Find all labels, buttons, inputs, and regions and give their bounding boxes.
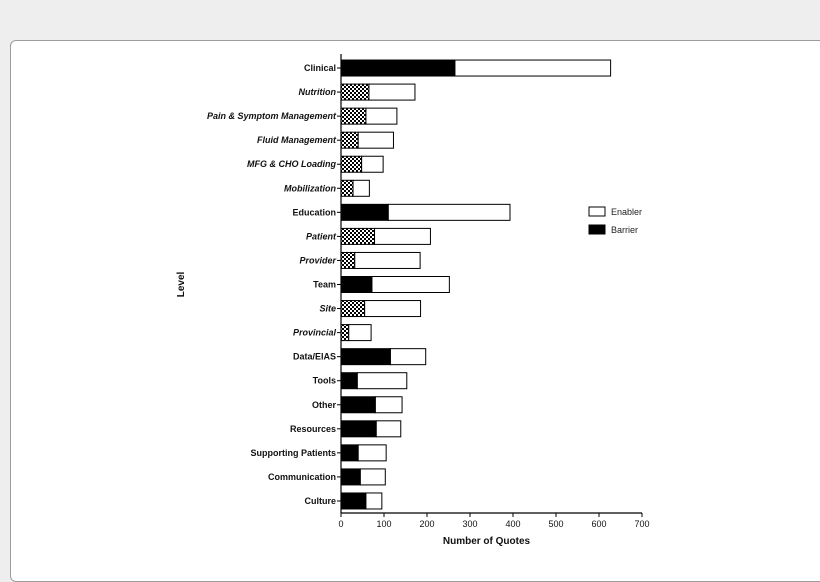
x-tick-label: 500 — [548, 519, 563, 529]
bar-enabler — [374, 227, 431, 245]
bar-barrier — [340, 420, 377, 438]
stacked-bar-chart: Clinical Nutrition Pain & Symptom Manageme… — [176, 54, 650, 547]
y-tick-label: Culture — [305, 496, 337, 506]
bar-enabler — [357, 444, 387, 462]
bar-enabler — [389, 348, 427, 366]
y-tick-label: Pain & Symptom Management — [207, 111, 337, 121]
y-tick-label: MFG & CHO Loading — [247, 159, 336, 169]
y-tick-label: Fluid Management — [257, 135, 337, 145]
bar-barrier — [340, 492, 367, 510]
bar-barrier — [340, 348, 391, 366]
bars-layer — [340, 59, 612, 510]
bar-enabler — [348, 324, 372, 342]
x-tick-label: 300 — [462, 519, 477, 529]
bar-enabler — [361, 155, 384, 173]
x-tick-label: 700 — [634, 519, 649, 529]
bar-enabler — [371, 276, 450, 293]
y-tick-label: Mobilization — [284, 183, 336, 193]
bar-barrier — [340, 131, 359, 149]
bar-barrier — [340, 251, 356, 269]
bar-barrier — [340, 83, 370, 101]
bar-enabler — [352, 179, 370, 197]
bar-barrier — [340, 179, 354, 197]
y-axis-title: Level — [176, 271, 187, 297]
legend: Enabler Barrier — [588, 206, 642, 235]
y-tick-label: Resources — [290, 424, 336, 434]
bar-barrier — [340, 227, 376, 245]
y-tick-label: Nutrition — [299, 87, 337, 97]
bar-barrier — [340, 155, 363, 173]
y-tick-label: Clinical — [304, 63, 336, 73]
bar-enabler — [368, 83, 416, 101]
y-tick-label: Provider — [299, 255, 336, 265]
y-axis: Clinical Nutrition Pain & Symptom Manageme… — [207, 54, 342, 513]
y-tick-label: Other — [312, 400, 337, 410]
bar-enabler — [365, 107, 398, 125]
x-tick-label: 200 — [419, 519, 434, 529]
bar-barrier — [340, 444, 359, 462]
y-tick-label: Communication — [268, 472, 336, 482]
bar-barrier — [340, 107, 367, 125]
bar-barrier — [340, 203, 389, 221]
y-tick-label: Supporting Patients — [251, 448, 337, 458]
y-tick-label: Education — [292, 207, 336, 217]
y-tick-label: Tools — [313, 376, 336, 386]
legend-label-enabler: Enabler — [611, 207, 642, 217]
bar-enabler — [454, 59, 612, 77]
legend-swatch-enabler — [588, 206, 606, 217]
bar-enabler — [387, 203, 511, 221]
x-tick-label: 600 — [591, 519, 606, 529]
bar-barrier — [340, 468, 361, 486]
y-tick-label: Team — [313, 280, 336, 290]
x-tick-label: 400 — [505, 519, 520, 529]
bar-enabler — [357, 131, 394, 149]
bar-enabler — [374, 396, 403, 414]
bar-barrier — [340, 396, 376, 414]
y-tick-label: Site — [319, 304, 336, 314]
bar-enabler — [365, 492, 383, 510]
bar-barrier — [340, 372, 358, 390]
bar-barrier — [340, 276, 373, 293]
x-tick-label: 100 — [376, 519, 391, 529]
y-tick-label: Data/EIAS — [293, 352, 336, 362]
bar-barrier — [340, 59, 456, 77]
legend-label-barrier: Barrier — [611, 225, 638, 235]
x-axis: 0 100 200 300 400 500 600 700 — [338, 512, 650, 529]
x-axis-title: Number of Quotes — [443, 536, 531, 547]
x-tick-label: 0 — [338, 519, 343, 529]
bar-barrier — [340, 300, 366, 318]
chart-figure: Clinical Nutrition Pain & Symptom Manageme… — [176, 50, 650, 548]
bar-enabler — [364, 300, 422, 318]
y-tick-label: Patient — [306, 231, 337, 241]
y-tick-label: Provincial — [293, 328, 337, 338]
bar-enabler — [356, 372, 408, 390]
bar-enabler — [375, 420, 402, 438]
bar-enabler — [359, 468, 386, 486]
bar-enabler — [354, 251, 421, 269]
legend-swatch-barrier — [588, 224, 606, 235]
bar-barrier — [340, 324, 350, 342]
